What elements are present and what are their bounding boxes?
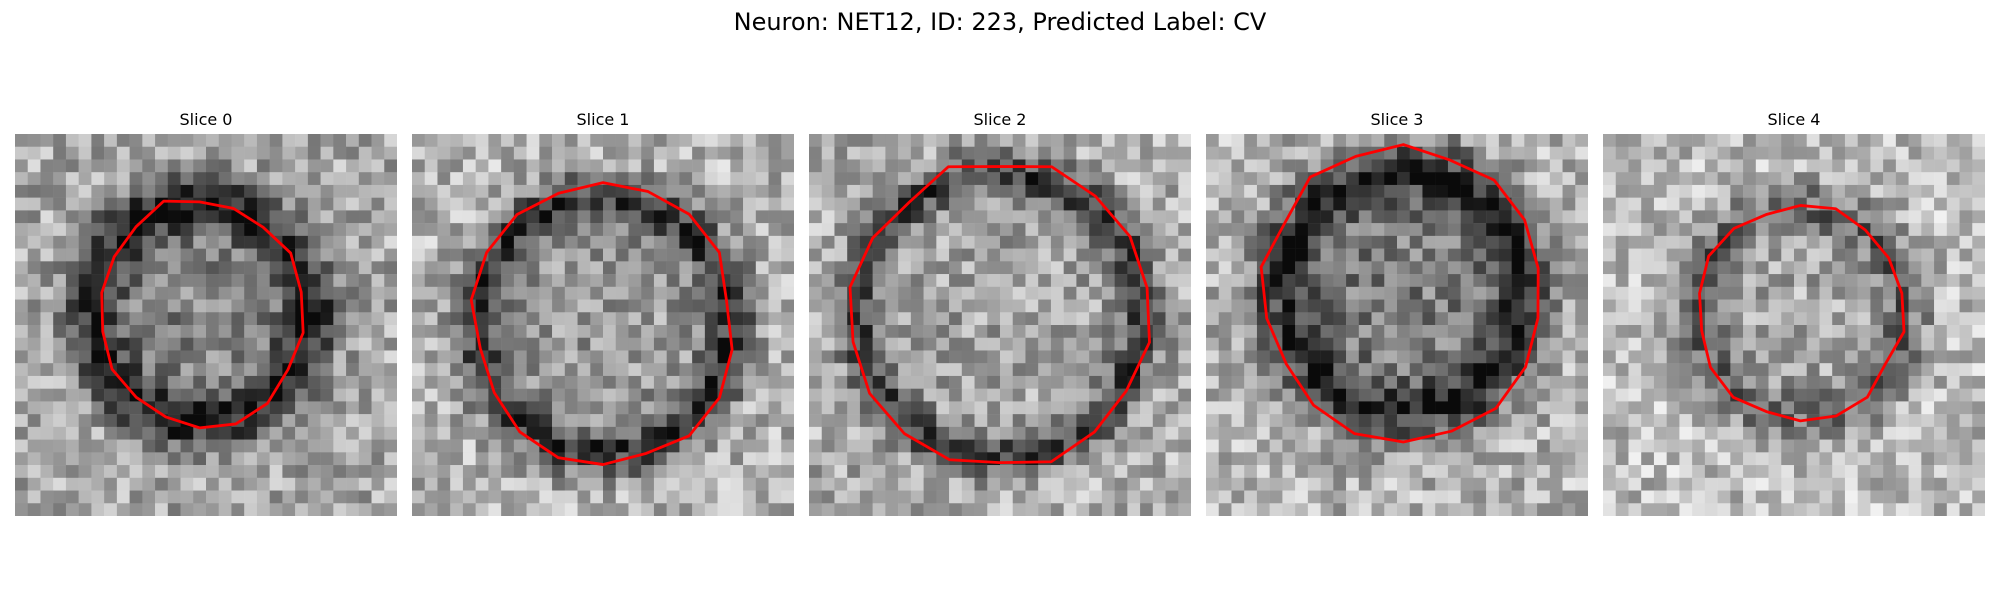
segmentation-outline (469, 181, 734, 466)
slice-label-3: Slice 3 (1370, 110, 1424, 129)
slice-label-0: Slice 0 (179, 110, 233, 129)
slice-image-1 (412, 134, 794, 516)
slice-image-4 (1603, 134, 1985, 516)
pixel-grid (1206, 134, 1588, 516)
pixel-grid (1603, 134, 1985, 516)
pixel-grid (15, 134, 397, 516)
figure-title: Neuron: NET12, ID: 223, Predicted Label:… (733, 8, 1267, 36)
slice-label-1: Slice 1 (576, 110, 630, 129)
slice-label-4: Slice 4 (1767, 110, 1821, 129)
segmentation-outline (1259, 143, 1540, 444)
slice-image-0 (15, 134, 397, 516)
slice-image-2 (809, 134, 1191, 516)
pixel-grid (809, 134, 1191, 516)
slice-image-3 (1206, 134, 1588, 516)
slice-label-2: Slice 2 (973, 110, 1027, 129)
segmentation-outline (848, 165, 1151, 465)
segmentation-outline (100, 199, 305, 430)
segmentation-outline (1698, 204, 1906, 423)
pixel-grid (412, 134, 794, 516)
